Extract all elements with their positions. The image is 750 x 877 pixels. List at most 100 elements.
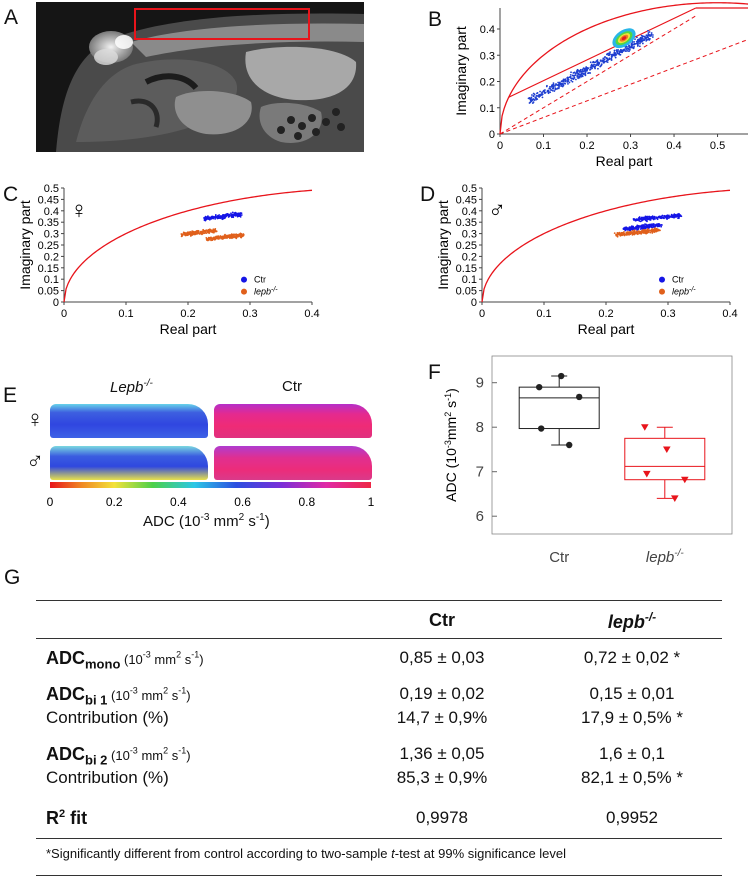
phasor-point: [650, 32, 653, 34]
phasor-point: [646, 38, 649, 41]
phasor-point: [657, 225, 660, 227]
phasor-point: [232, 236, 235, 239]
phasor-point: [231, 211, 234, 214]
y-axis-label: ADC (10-3mm2 s-1): [443, 388, 459, 502]
phasor-point: [630, 46, 633, 48]
colorbar-gradient: [50, 482, 371, 488]
header-ctr: Ctr: [429, 610, 455, 630]
colorbar-tick-label: 0.8: [298, 495, 315, 509]
footnote-t: t: [391, 846, 395, 861]
phasor-point: [618, 232, 621, 235]
phasor-point: [207, 239, 209, 242]
panel-label-b: B: [428, 8, 443, 31]
phasor-point: [629, 232, 632, 235]
row-label: ADCmono (10-3 mm2 s-1): [46, 648, 204, 671]
phasor-point: [668, 214, 670, 217]
legend-marker-ctr: [241, 276, 247, 283]
row-label-tail: fit: [65, 808, 88, 828]
phasor-point: [180, 235, 183, 238]
phasor-point: [544, 89, 546, 91]
legend-marker-lepb: [659, 288, 665, 295]
phasor-point: [581, 74, 583, 76]
colorbar-label-sup1: -3: [200, 512, 210, 523]
phasor-point: [638, 220, 641, 222]
phasor-point: [629, 231, 632, 234]
phasor-point: [184, 232, 187, 235]
row-label-main: ADC: [46, 684, 85, 704]
phasor-point: [233, 235, 236, 238]
unit-sup1: -3: [129, 685, 138, 696]
phasor-point: [600, 63, 603, 66]
unit-sup2: 2: [163, 685, 169, 696]
phasor-point: [574, 72, 577, 75]
y-tick-label: 0.2: [44, 251, 59, 263]
legend-label-lepb: lepb-/-: [672, 287, 696, 297]
phasor-point: [556, 87, 558, 90]
phasor-point: [663, 217, 665, 220]
unit-b: mm: [137, 748, 164, 763]
phasor-point: [204, 219, 207, 222]
cell-ctr: 85,3 ± 0,9%: [396, 768, 488, 787]
phasor-point: [594, 65, 597, 68]
phasor-point: [651, 34, 654, 36]
universal-semicircle: [63, 189, 313, 303]
phasor-point: [629, 229, 632, 232]
phasor-point: [535, 94, 538, 97]
phasor-point: [223, 215, 226, 218]
phasor-point: [547, 92, 550, 95]
plot-frame: [491, 355, 733, 535]
footnote-b: -test at 99% significance level: [394, 846, 567, 861]
mri-image: [36, 2, 364, 152]
phasor-point: [641, 42, 644, 45]
phasor-point: [532, 92, 535, 95]
phasor-point: [589, 66, 592, 69]
table-top-rule: [36, 600, 722, 601]
dashed-line-lower: [499, 39, 749, 135]
phasor-point: [538, 93, 541, 96]
phasor-point: [604, 55, 606, 58]
phasor-point: [214, 216, 217, 218]
header-lepb-text: lepb: [607, 612, 645, 632]
phasor-plot-c: 0 0.1 0.2 0.3 0.400.050.10.150.20.250.30.350…: [17, 183, 320, 337]
phasor-point: [550, 89, 553, 91]
phasor-point: [638, 225, 641, 228]
phasor-point: [636, 39, 639, 41]
phasor-point: [660, 223, 663, 226]
phasor-point: [640, 38, 642, 41]
phasor-point: [639, 36, 642, 39]
phasor-point: [623, 227, 626, 230]
unit-sup1: -3: [142, 649, 151, 660]
phasor-point: [222, 217, 225, 220]
legend-box: [236, 270, 306, 301]
y-tick-label: 0.3: [462, 229, 477, 241]
phasor-point: [186, 233, 189, 236]
phasor-point: [564, 82, 567, 85]
x-tick-label: 0.4: [666, 140, 681, 152]
phasor-point: [613, 54, 616, 57]
phasor-point: [613, 52, 616, 54]
phasor-point: [532, 98, 535, 100]
phasor-point: [554, 84, 557, 87]
panel-label-a: A: [4, 6, 19, 29]
phasor-point: [607, 52, 610, 55]
phasor-point: [635, 42, 638, 45]
phasor-point: [208, 230, 211, 232]
phasor-point: [216, 216, 219, 219]
colorbar-tick-label: 0.4: [170, 495, 187, 509]
phasor-point: [220, 237, 222, 240]
phasor-point: [561, 82, 564, 85]
phasor-point: [203, 217, 206, 220]
phasor-point: [564, 80, 567, 83]
phasor-point: [644, 223, 646, 226]
x-tick-label: 0.2: [598, 308, 613, 320]
cell-lepb: 0,72 ± 0,02 *: [583, 648, 681, 667]
y-tick-label: 6: [476, 508, 484, 525]
row-label: ADCbi 2 (10-3 mm2 s-1): [46, 744, 191, 767]
unit-b: mm: [137, 688, 164, 703]
phasor-point: [569, 73, 572, 76]
phasor-point: [628, 226, 631, 229]
y-axis-label: Imaginary part: [453, 26, 469, 116]
phasor-point: [655, 230, 658, 232]
unit-sup1: -3: [129, 745, 138, 756]
y-tick-label: 0.15: [456, 263, 477, 275]
